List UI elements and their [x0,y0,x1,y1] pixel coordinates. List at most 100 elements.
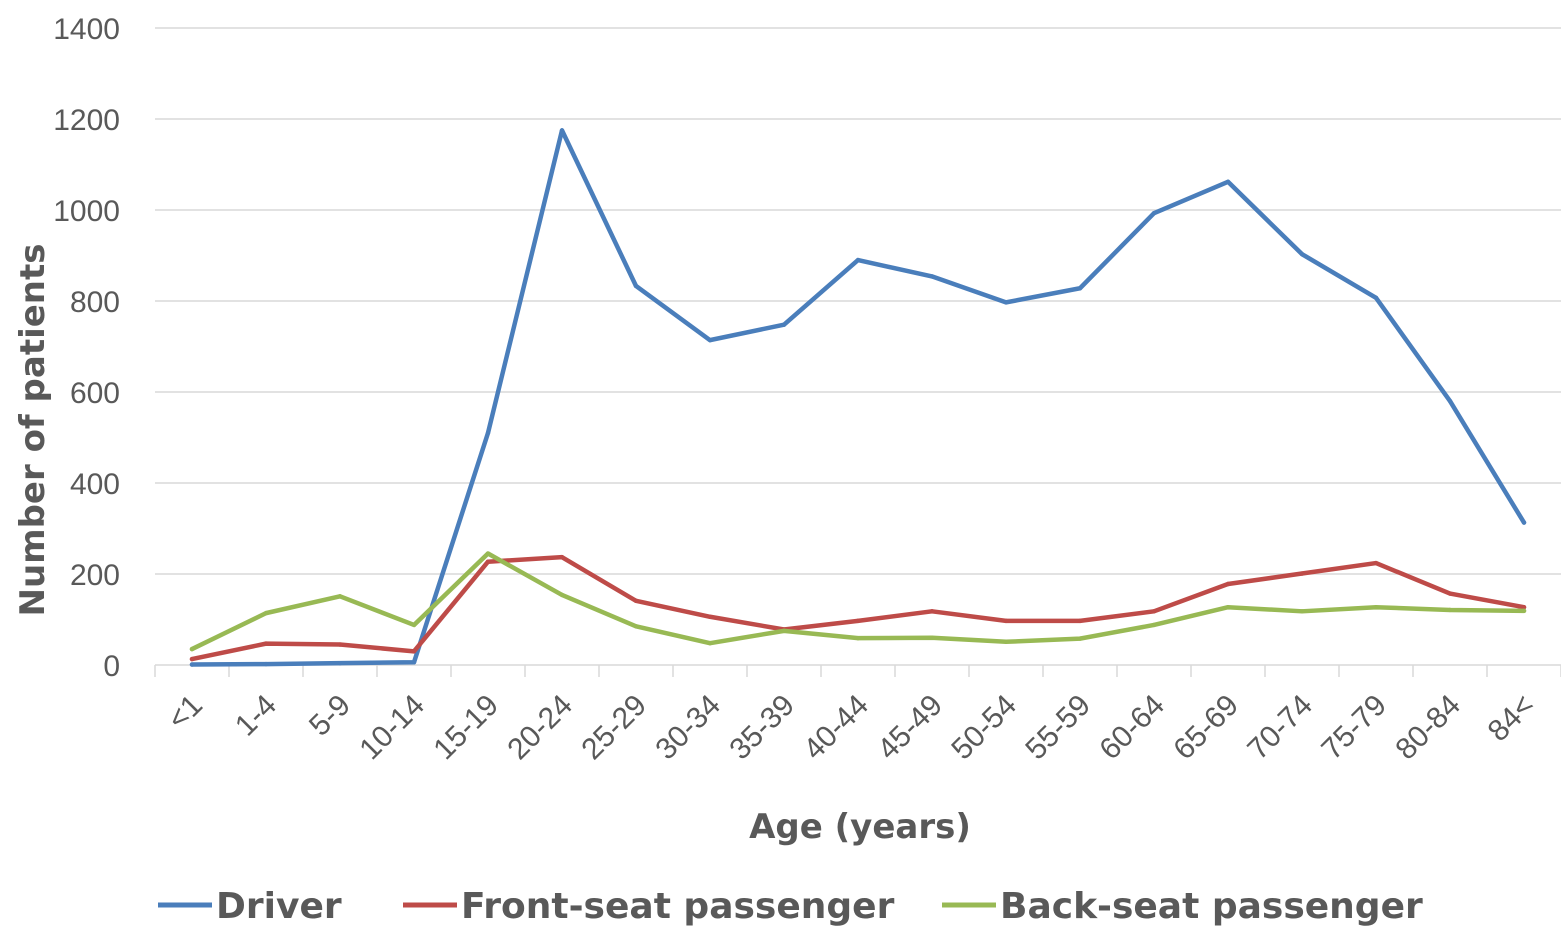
y-tick-label: 400 [70,468,120,501]
series-0 [189,128,1527,667]
series-2 [189,551,1527,652]
data-point [781,322,787,327]
y-tick-label: 1400 [53,13,120,46]
data-point [485,559,491,564]
data-point [633,598,639,604]
data-point [1225,581,1231,587]
x-tick-label: 70-74 [1241,689,1319,767]
x-tick-label: 35-39 [723,689,801,767]
data-point [559,592,565,598]
x-tick-label: 1-4 [229,689,283,743]
y-tick-label: 1000 [53,195,120,228]
data-point [1521,605,1527,610]
legend: Driver Front-seat passenger Back-seat pass… [158,886,1423,927]
x-tick-label: 10-14 [353,689,431,767]
data-point [1373,560,1379,566]
data-point [411,649,417,654]
data-point [781,628,787,634]
data-point [189,656,195,662]
data-point [559,128,565,133]
data-point [1151,609,1157,614]
x-tick-label: 65-69 [1167,689,1245,767]
data-point [1225,179,1231,184]
x-tick-label: 84< [1482,689,1541,748]
y-axis-ticks: 0 200 400 600 800 1000 1200 1400 [53,13,120,683]
data-point [1077,618,1083,624]
data-point [189,662,195,667]
data-point [263,610,269,616]
data-point [1151,210,1157,216]
data-point [485,430,491,436]
x-tick-label: 60-64 [1093,689,1171,767]
data-point [1373,295,1379,301]
x-tick-label: 75-79 [1315,689,1393,767]
data-point [1447,607,1453,613]
data-point [1003,618,1009,624]
data-point [633,624,639,629]
x-tick-label: 50-54 [945,689,1023,767]
data-point [1077,286,1083,291]
x-tick-label: 15-19 [427,689,505,767]
data-point [411,660,417,665]
legend-label: Back-seat passenger [1000,886,1423,927]
data-point [707,614,713,619]
data-point [855,618,861,624]
data-point [1003,300,1009,305]
data-point [707,337,713,343]
series-1 [189,554,1527,662]
y-tick-label: 1200 [53,104,120,137]
data-point [1447,591,1453,596]
legend-label: Driver [216,886,342,927]
legend-item: Front-seat passenger [403,886,895,927]
x-tick-label: 55-59 [1019,689,1097,767]
data-point [633,283,639,289]
x-tick-label: 30-34 [649,689,727,767]
data-point [1077,636,1083,641]
data-point [1447,398,1453,404]
data-point [1151,622,1157,628]
series-lines [189,128,1527,667]
y-axis-title: Number of patients [13,243,53,616]
y-tick-label: 600 [70,377,120,410]
data-point [485,551,491,556]
legend-label: Front-seat passenger [461,886,895,927]
y-tick-label: 800 [70,286,120,319]
data-point [1225,605,1231,610]
legend-item: Back-seat passenger [942,886,1423,927]
x-tick-label: 40-44 [797,689,875,767]
x-tick-label: 80-84 [1389,689,1467,767]
x-tick-label: 45-49 [871,689,949,767]
data-point [337,594,343,599]
data-point [263,641,269,646]
data-point [707,640,713,646]
data-point [337,660,343,666]
data-point [1373,605,1379,610]
data-point [1299,251,1305,257]
data-point [559,554,565,560]
y-tick-label: 0 [103,650,120,683]
x-axis: <1 1-4 5-910-1415-1920-2425-2930-3435-3940… [154,664,1561,767]
data-point [1521,608,1527,614]
series-line [189,551,1527,652]
data-point [929,274,935,279]
data-point [337,642,343,647]
gridlines [155,27,1561,575]
data-point [1003,639,1009,644]
data-point [189,646,195,652]
data-point [1299,609,1305,614]
data-point [263,661,269,667]
x-axis-title: Age (years) [749,807,971,847]
data-point [1299,571,1305,576]
x-tick-label: 25-29 [575,689,653,767]
data-point [929,609,935,614]
legend-item: Driver [158,886,342,927]
x-tick-label: 20-24 [501,689,579,767]
y-tick-label: 200 [70,559,120,592]
x-tick-label: 5-9 [303,689,357,743]
data-point [855,257,861,263]
data-point [411,622,417,628]
x-tick-label: <1 [161,689,209,737]
data-point [929,635,935,640]
data-point [1521,520,1527,525]
